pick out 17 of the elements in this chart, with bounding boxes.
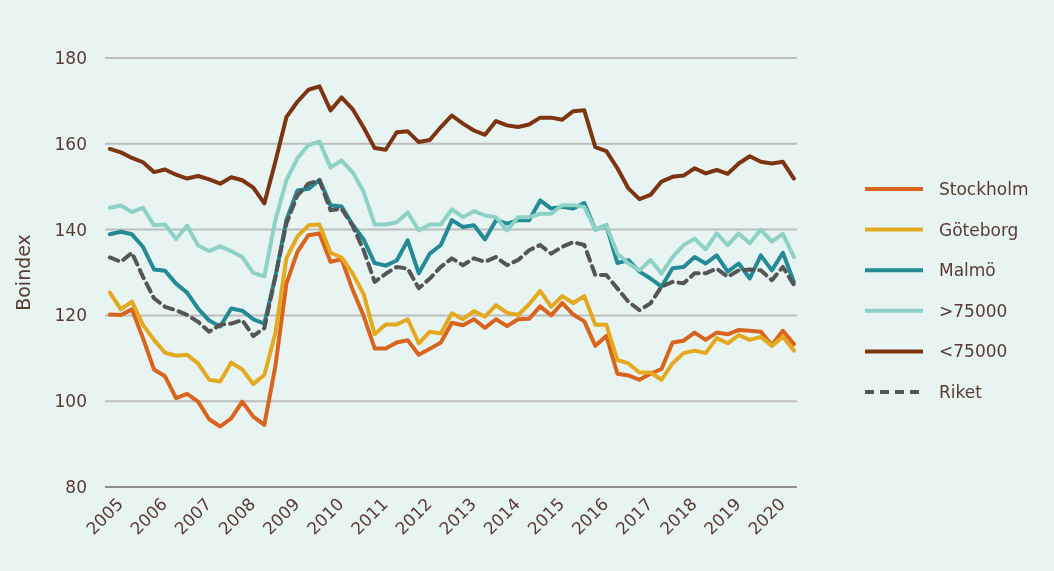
y-tick-label: 140 bbox=[54, 219, 87, 240]
legend-label: Riket bbox=[939, 381, 983, 402]
y-axis-title: Boindex bbox=[12, 234, 34, 311]
line-series bbox=[107, 222, 796, 387]
legend-label: <75000 bbox=[939, 341, 1008, 362]
legend-label: Stockholm bbox=[939, 178, 1029, 199]
y-tick-label: 160 bbox=[54, 133, 87, 154]
line-series bbox=[107, 139, 796, 279]
line-series bbox=[107, 231, 796, 429]
y-tick-label: 180 bbox=[54, 47, 87, 68]
y-tick-label: 80 bbox=[65, 476, 87, 497]
y-tick-label: 120 bbox=[54, 305, 87, 326]
legend-label: >75000 bbox=[939, 300, 1008, 321]
legend-label: Göteborg bbox=[939, 219, 1019, 240]
legend-label: Malmö bbox=[939, 260, 996, 281]
y-tick-label: 100 bbox=[54, 391, 87, 412]
line-series bbox=[107, 84, 796, 206]
